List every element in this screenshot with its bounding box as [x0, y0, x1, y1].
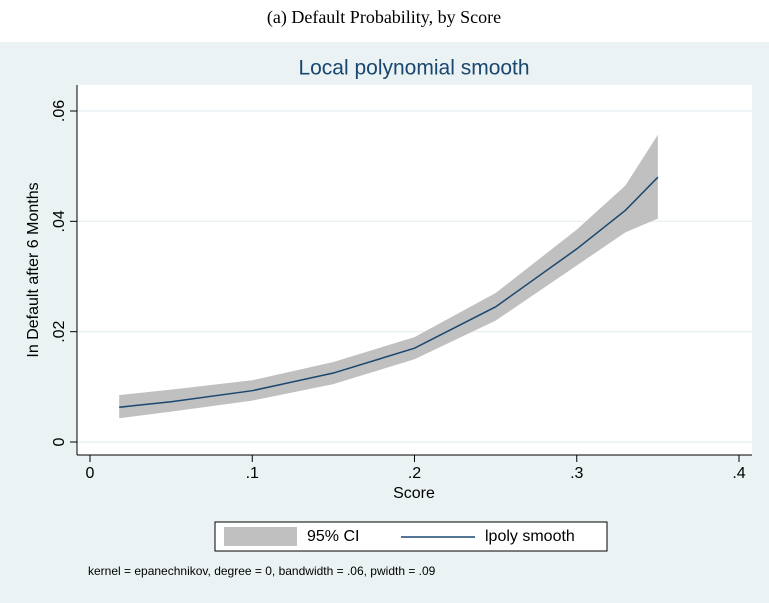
legend-swatch: [224, 527, 297, 546]
x-tick-label: .2: [408, 465, 421, 482]
ci-band: [119, 134, 658, 419]
caption: (a) Default Probability, by Score: [267, 7, 501, 28]
line: [119, 176, 659, 408]
y-tick-label: 0: [51, 437, 68, 446]
y-tick-label: .06: [51, 100, 68, 122]
x-axis-label: Score: [393, 485, 435, 502]
x-tick-label: .3: [570, 465, 583, 482]
y-axis-label: In Default after 6 Months: [25, 182, 42, 357]
x-tick-label: .4: [732, 465, 745, 482]
y-tick-label: .04: [51, 210, 68, 232]
y-tick-label: .02: [51, 320, 68, 342]
legend-label: 95% CI: [307, 528, 359, 545]
legend-label: lpoly smooth: [485, 528, 575, 545]
x-tick-label: .1: [246, 465, 259, 482]
x-tick-label: 0: [86, 465, 95, 482]
chart-title: Local polynomial smooth: [298, 57, 529, 80]
note: kernel = epanechnikov, degree = 0, bandw…: [88, 564, 436, 578]
